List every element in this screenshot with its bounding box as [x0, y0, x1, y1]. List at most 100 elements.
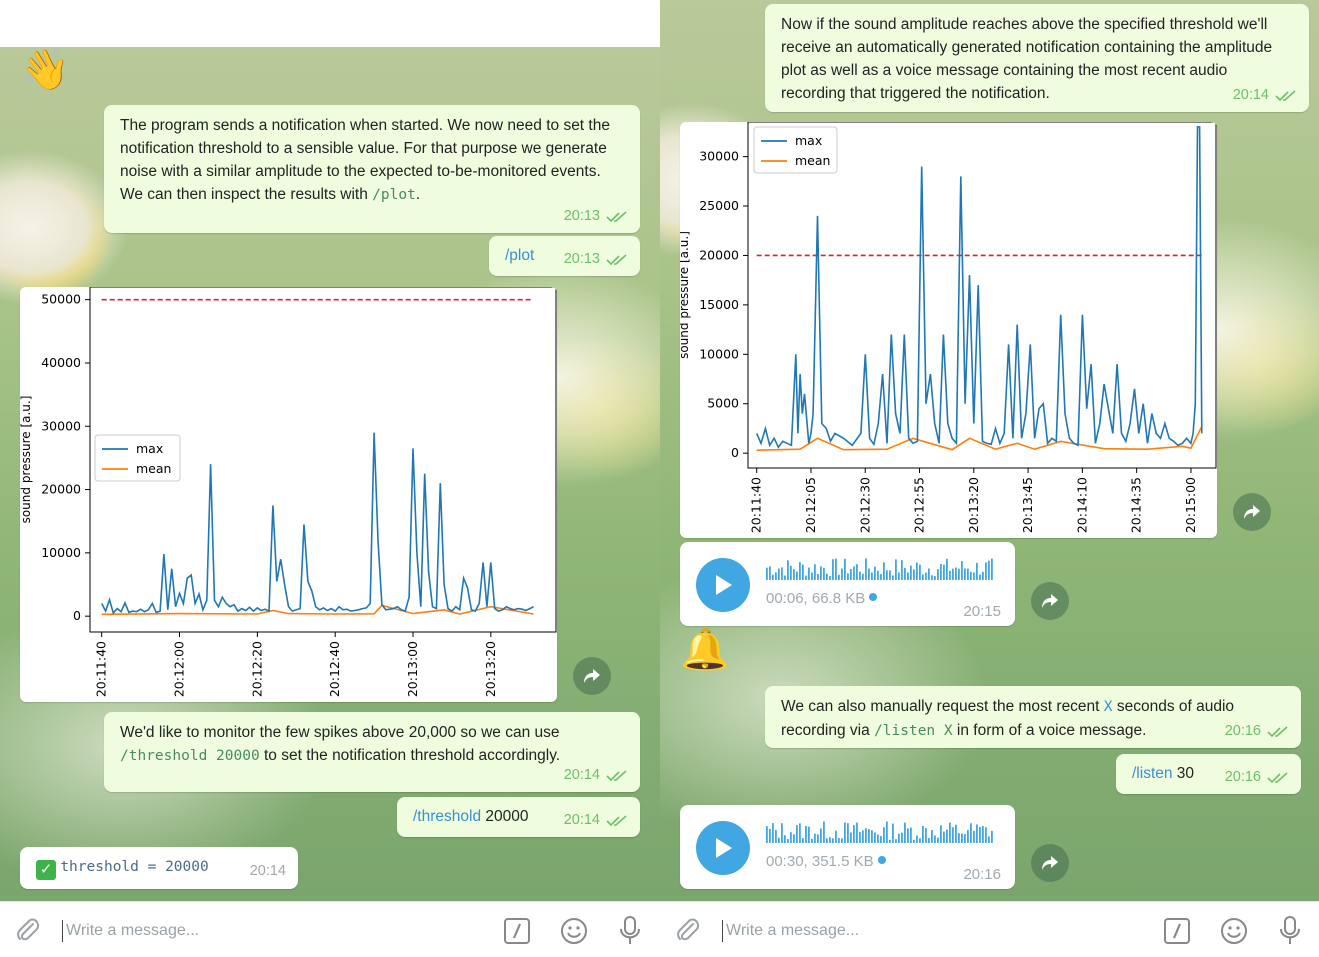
waveform-bar — [889, 570, 891, 580]
voice-waveform[interactable] — [766, 556, 998, 584]
share-button[interactable] — [573, 657, 611, 695]
play-button[interactable] — [696, 558, 750, 612]
waveform-bar — [853, 566, 855, 580]
y-tick-label: 25000 — [699, 198, 739, 213]
y-tick-label: 20000 — [41, 482, 81, 497]
attach-icon[interactable] — [14, 916, 42, 944]
play-button[interactable] — [696, 821, 750, 875]
mic-icon[interactable] — [1277, 915, 1303, 947]
waveform-bar — [814, 564, 816, 580]
y-tick-label: 0 — [731, 445, 739, 460]
message-input[interactable]: Write a message... — [722, 920, 859, 942]
waveform-bar — [943, 831, 945, 843]
command-icon[interactable] — [1163, 917, 1191, 945]
message-meta: 20:14 — [1233, 84, 1297, 107]
placeholder-x: X — [1103, 699, 1113, 715]
smile-icon[interactable] — [559, 916, 589, 946]
waveform-bar — [976, 824, 978, 843]
plot-command-link[interactable]: /plot — [372, 187, 416, 203]
waveform-bar — [967, 568, 969, 580]
waveform-bar — [868, 568, 870, 580]
voice-message[interactable]: 00:30, 351.5 KB 20:16 — [680, 805, 1015, 889]
waveform-bar — [832, 559, 834, 580]
waveform-bar — [859, 571, 861, 580]
waveform-bar — [769, 829, 771, 843]
waveform-bar — [988, 560, 990, 580]
smile-icon[interactable] — [1219, 916, 1249, 946]
waveform-bar — [964, 834, 966, 843]
waveform-bar — [772, 574, 774, 580]
message-bubble[interactable]: /plot 20:13 — [489, 236, 640, 276]
waveform-bar — [802, 838, 804, 843]
waveform-bar — [799, 562, 801, 580]
waveform-bar — [946, 558, 948, 580]
listen-command-link[interactable]: /listen — [1132, 765, 1173, 782]
plot-command-link[interactable]: /plot — [505, 247, 535, 264]
message-time: 20:13 — [563, 208, 600, 224]
message-input[interactable]: Write a message... — [62, 920, 199, 942]
share-button[interactable] — [1031, 582, 1069, 620]
x-tick-label: 20:13:00 — [405, 641, 420, 697]
y-axis-label: sound pressure [a.u.] — [680, 231, 691, 359]
attach-icon[interactable] — [674, 916, 702, 944]
x-tick-label: 20:15:00 — [1183, 477, 1198, 533]
series-max-line — [100, 432, 534, 615]
waveform-bar — [862, 830, 864, 843]
waveform-bar — [940, 825, 942, 843]
listen-command-link[interactable]: /listen X — [874, 723, 953, 739]
amplitude-plot-image[interactable]: 0 10000 20000 30000 40000 50000 sound pressure… — [20, 287, 557, 702]
command-icon[interactable] — [503, 917, 531, 945]
waveform-bar — [931, 575, 933, 580]
waveform-bar — [784, 575, 786, 580]
message-bubble[interactable]: /threshold 20000 20:14 — [397, 797, 640, 837]
waveform-bar — [838, 838, 840, 843]
message-text-end: . — [415, 186, 421, 203]
bot-reply-bubble[interactable]: ✓ threshold = 20000 20:14 — [20, 847, 298, 889]
waveform-bar — [766, 826, 768, 843]
waveform-bar — [919, 564, 921, 580]
waveform-bar — [811, 572, 813, 580]
waveform-bar — [856, 822, 858, 843]
x-tick-label: 20:11:40 — [749, 477, 764, 533]
message-text: in form of a voice message. — [952, 722, 1147, 739]
check-mark-icon: ✓ — [36, 860, 56, 880]
voice-message[interactable]: 00:06, 66.8 KB 20:15 — [680, 542, 1015, 626]
waveform-bar — [817, 573, 819, 580]
waveform-bar — [832, 838, 834, 843]
message-meta: 20:16 — [1225, 720, 1289, 743]
waveform-bar — [949, 570, 951, 580]
waveform-bar — [892, 823, 894, 843]
waveform-bar — [862, 573, 864, 580]
message-bubble[interactable]: The program sends a notification when st… — [104, 105, 640, 233]
x-tick-label: 20:13:20 — [483, 641, 498, 697]
x-tick-label: 20:12:30 — [857, 477, 872, 533]
message-bubble[interactable]: We'd like to monitor the few spikes abov… — [104, 712, 640, 792]
threshold-command-link[interactable]: /threshold 20000 — [120, 748, 260, 764]
amplitude-chart: 0 5000 10000 15000 20000 25000 30000 sound pres… — [680, 122, 1217, 533]
message-meta: 20:14 — [564, 764, 628, 787]
waveform-bar — [799, 823, 801, 843]
share-icon — [584, 669, 600, 683]
share-button[interactable] — [1031, 844, 1069, 882]
share-button[interactable] — [1233, 493, 1271, 531]
command-argument: 30 — [1172, 765, 1195, 782]
message-input-bar: Write a message... — [660, 901, 1319, 957]
waveform-bar — [922, 825, 924, 843]
message-bubble[interactable]: We can also manually request the most re… — [765, 686, 1301, 748]
message-bubble[interactable]: /listen 30 20:16 — [1116, 754, 1301, 794]
mic-icon[interactable] — [617, 915, 643, 947]
message-time: 20:16 — [963, 866, 1001, 883]
message-time: 20:14 — [563, 812, 600, 828]
amplitude-plot-image[interactable]: 0 5000 10000 15000 20000 25000 30000 sound pres… — [680, 122, 1217, 538]
message-text: We'd like to monitor the few spikes abov… — [120, 724, 560, 741]
waveform-bar — [940, 564, 942, 580]
waveform-bar — [898, 572, 900, 580]
waveform-bar — [835, 830, 837, 843]
waveform-bar — [883, 562, 885, 580]
waveform-bar — [808, 826, 810, 843]
waveform-bar — [805, 575, 807, 580]
threshold-command-link[interactable]: /threshold — [413, 808, 482, 825]
voice-waveform[interactable] — [766, 819, 998, 847]
message-bubble[interactable]: Now if the sound amplitude reaches above… — [765, 4, 1309, 112]
waveform-bar — [856, 564, 858, 580]
